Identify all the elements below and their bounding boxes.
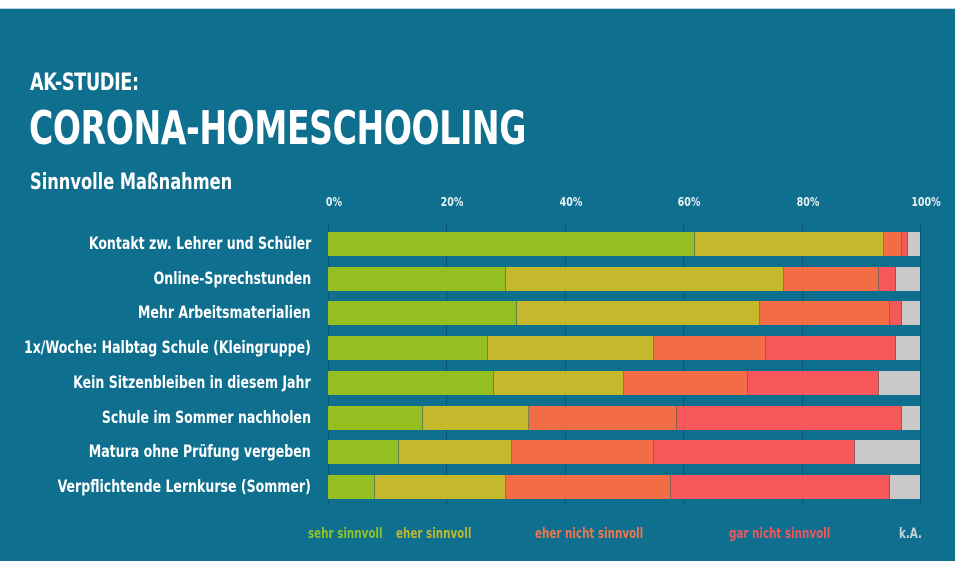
bar-segment (902, 406, 920, 430)
bar-segment (760, 301, 891, 325)
x-tick-label: 0% (325, 195, 343, 209)
row-label: Kein Sitzenbleiben in diesem Jahr (73, 373, 311, 393)
bar-segment (896, 267, 920, 291)
bar-segment (328, 440, 400, 464)
bar-segment (375, 475, 506, 499)
bar-segment (896, 336, 920, 360)
bar-segment (422, 406, 530, 430)
row-label: Matura ohne Prüfung vergeben (89, 442, 311, 462)
stacked-bar (328, 267, 920, 291)
legend-item: eher nicht sinnvoll (535, 526, 644, 542)
top-border (0, 8, 955, 9)
bar-segment (878, 267, 897, 291)
gridline (328, 224, 329, 504)
x-tick-label: 60% (677, 195, 701, 209)
bar-segment (783, 267, 879, 291)
bar-segment (623, 371, 749, 395)
bar-segment (505, 475, 672, 499)
x-tick-label: 100% (911, 195, 941, 209)
bar-segment (493, 371, 624, 395)
gridline (565, 224, 566, 504)
legend-item: gar nicht sinnvoll (729, 526, 831, 542)
bar-segment (529, 406, 678, 430)
bar-segment (399, 440, 512, 464)
row-label: Mehr Arbeitsmaterialien (138, 303, 311, 323)
x-tick-label: 40% (559, 195, 583, 209)
x-tick-label: 20% (440, 195, 464, 209)
bar-segment (878, 371, 920, 395)
stacked-bar (328, 440, 920, 464)
bar-segment (695, 232, 885, 256)
bar-segment (854, 440, 920, 464)
bar-segment (328, 371, 494, 395)
stacked-bar (328, 475, 920, 499)
bar-segment (902, 232, 909, 256)
bar-segment (890, 301, 903, 325)
chart-title: CORONA-HOMESCHOOLING (29, 101, 526, 155)
bar-segment (884, 232, 903, 256)
row-label: 1x/Woche: Halbtag Schule (Kleingruppe) (24, 338, 311, 358)
bar-segment (908, 232, 920, 256)
bar-segment (328, 406, 423, 430)
bar-segment (487, 336, 654, 360)
stacked-bar (328, 232, 920, 256)
bar-segment (328, 336, 488, 360)
legend-item: sehr sinnvoll (308, 526, 383, 542)
stacked-bar (328, 371, 920, 395)
gridline (802, 224, 803, 504)
bar-segment (517, 301, 761, 325)
bar-segment (671, 475, 891, 499)
chart-subtitle: Sinnvolle Maßnahmen (30, 170, 233, 195)
bar-segment (902, 301, 920, 325)
gridline (920, 224, 921, 504)
bar-segment (766, 336, 897, 360)
stacked-bar (328, 406, 920, 430)
bar-segment (890, 475, 920, 499)
legend-item: k.A. (899, 526, 922, 542)
bar-segment (653, 336, 767, 360)
bar-segment (328, 232, 696, 256)
gridline (683, 224, 684, 504)
row-label: Kontakt zw. Lehrer und Schüler (88, 234, 311, 254)
gridline (446, 224, 447, 504)
row-label: Online-Sprechstunden (153, 269, 311, 289)
stacked-bar (328, 301, 920, 325)
row-label: Schule im Sommer nachholen (101, 408, 311, 428)
bar-segment (505, 267, 784, 291)
bar-segment (677, 406, 903, 430)
bar-segment (328, 475, 376, 499)
legend-item: eher sinnvoll (396, 526, 472, 542)
x-tick-label: 80% (796, 195, 820, 209)
chart-pretitle: AK-STUDIE: (30, 68, 139, 96)
bar-segment (328, 267, 506, 291)
row-label: Verpflichtende Lernkurse (Sommer) (57, 477, 311, 497)
bar-segment (653, 440, 855, 464)
stacked-bar (328, 336, 920, 360)
bar-segment (328, 301, 518, 325)
bar-segment (511, 440, 654, 464)
bar-segment (748, 371, 879, 395)
